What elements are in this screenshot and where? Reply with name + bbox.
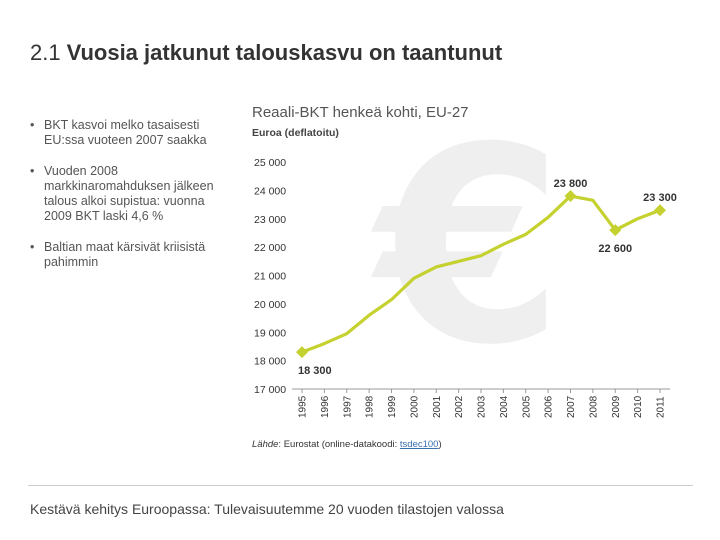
bullet-text: BKT kasvoi melko tasaisesti EU:ssa vuote…	[44, 118, 207, 147]
y-tick-label: 24 000	[254, 185, 286, 197]
data-label: 23 800	[554, 178, 588, 190]
slide-title: 2.1 Vuosia jatkunut talouskasvu on taantu…	[30, 40, 502, 66]
source-close: )	[438, 439, 442, 450]
bullet-list: • BKT kasvoi melko tasaisesti EU:ssa vuot…	[28, 118, 228, 286]
source-code-link[interactable]: tsdec100	[399, 439, 439, 450]
bullet-item: • Vuoden 2008 markkinaromahduksen jälkeen…	[28, 164, 228, 224]
y-tick-label: 20 000	[254, 299, 286, 311]
slide-title-text: Vuosia jatkunut talouskasvu on taantunut	[66, 40, 503, 65]
data-label: 23 300	[643, 192, 677, 204]
x-tick-label: 2003	[477, 395, 488, 418]
x-tick-label: 1998	[365, 395, 376, 418]
x-tick-label: 2009	[611, 395, 622, 418]
footer-divider	[28, 485, 693, 486]
gdp-series-line	[300, 194, 662, 354]
data-label: 18 300	[298, 365, 332, 377]
x-tick-label: 2010	[633, 395, 644, 418]
data-point-marker	[296, 346, 308, 359]
x-tick-label: 2004	[499, 395, 510, 418]
x-tick-label: 1995	[298, 395, 309, 418]
x-tick-label: 1996	[320, 395, 331, 418]
y-tick-label: 23 000	[254, 214, 286, 226]
bullet-item: • BKT kasvoi melko tasaisesti EU:ssa vuot…	[28, 118, 228, 148]
x-tick-label: 2008	[588, 395, 599, 418]
y-tick-label: 25 000	[254, 157, 286, 169]
x-tick-label: 2011	[656, 396, 667, 418]
y-tick-label: 17 000	[254, 384, 286, 396]
data-point-marker	[609, 224, 622, 237]
bullet-dot: •	[30, 164, 35, 178]
bullet-item: • Baltian maat kärsivät kriisistä pahimmi…	[28, 240, 228, 270]
footer-text: Kestävä kehitys Euroopassa: Tulevaisuute…	[30, 501, 504, 517]
data-label: 22 600	[598, 243, 632, 255]
bullet-text: Vuoden 2008 markkinaromahduksen jälkeen …	[44, 164, 214, 223]
bullet-dot: •	[30, 118, 35, 132]
x-tick-label: 1999	[387, 395, 398, 418]
data-point-marker	[564, 190, 577, 203]
y-tick-label: 22 000	[254, 242, 286, 254]
chart-y-axis-label: Euroa (deflatoitu)	[252, 127, 339, 139]
source-label: Lähde	[252, 439, 279, 450]
bullet-text: Baltian maat kärsivät kriisistä pahimmin	[44, 240, 206, 269]
x-tick-label: 2000	[409, 395, 420, 418]
x-tick-label: 1997	[342, 395, 353, 418]
slide-number: 2.1	[30, 40, 61, 65]
y-tick-label: 18 000	[254, 356, 286, 368]
euro-watermark-icon: €	[368, 89, 564, 404]
y-tick-label: 19 000	[254, 327, 286, 339]
bullet-dot: •	[30, 240, 35, 254]
x-tick-label: 2002	[454, 395, 465, 418]
data-point-marker	[654, 204, 666, 217]
x-tick-label: 2007	[566, 395, 577, 418]
x-tick-label: 2006	[544, 395, 555, 418]
y-tick-label: 21 000	[254, 271, 286, 283]
x-tick-label: 2005	[521, 395, 532, 418]
source-text: : Eurostat (online-datakoodi:	[278, 439, 400, 450]
source-note: Lähde: Eurostat (online-datakoodi: tsdec…	[252, 439, 442, 450]
x-tick-label: 2001	[432, 395, 443, 418]
chart-title: Reaali-BKT henkeä kohti, EU-27	[252, 104, 469, 121]
